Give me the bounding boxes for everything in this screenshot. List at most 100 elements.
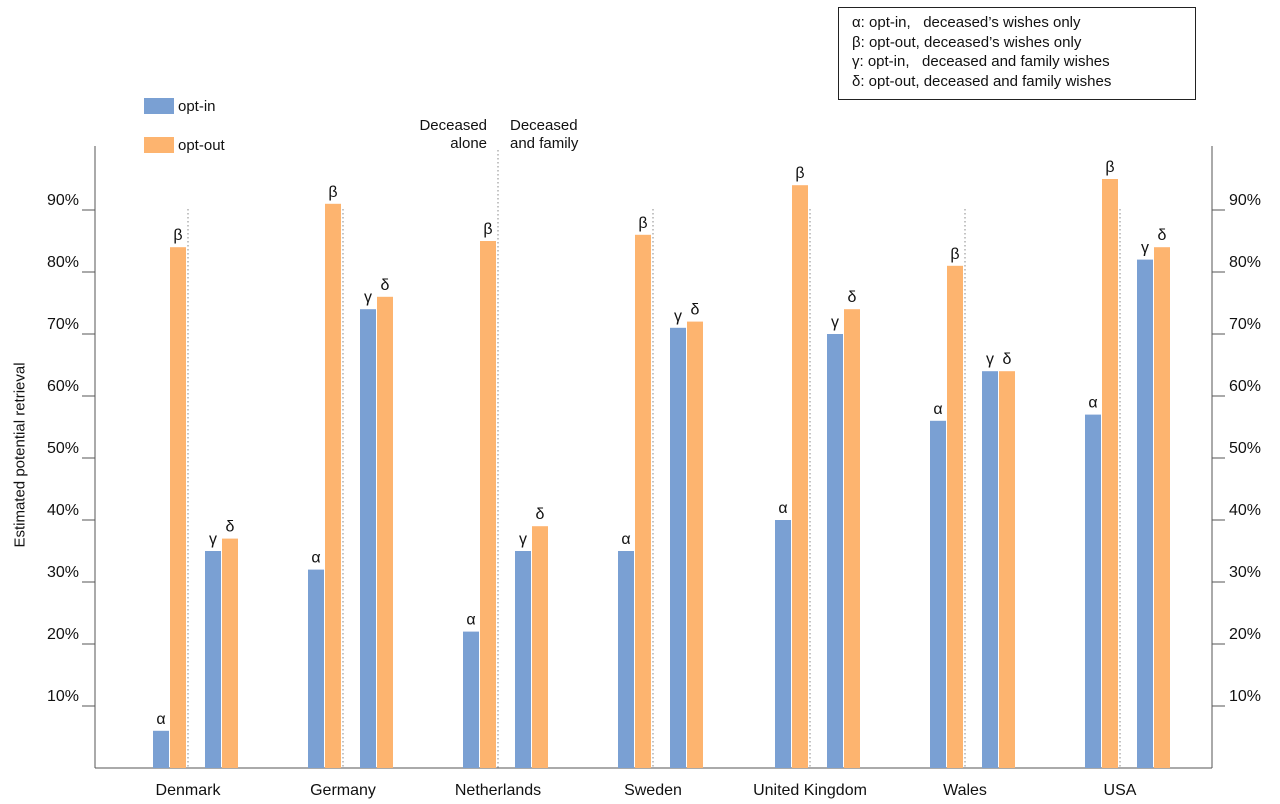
series-legend: opt-in opt-out — [144, 95, 225, 173]
bar-usa-alpha — [1085, 414, 1101, 768]
section-label-deceased-alone: Deceased alone — [405, 117, 487, 153]
bar-wales-gamma — [982, 371, 998, 768]
bar-netherlands-delta — [532, 526, 548, 768]
bar-symbol-label: α — [621, 531, 630, 548]
bar-united-kingdom-alpha — [775, 520, 791, 768]
bar-symbol-label: δ — [691, 302, 700, 319]
legend-label-opt-out: opt-out — [178, 136, 225, 154]
bar-denmark-alpha — [153, 730, 169, 768]
bar-symbol-label: γ — [674, 308, 682, 325]
x-tick-label: Wales — [943, 782, 987, 799]
y-tick-label-right: 60% — [1229, 378, 1261, 395]
bar-symbol-label: γ — [209, 531, 217, 548]
bar-germany-alpha — [308, 569, 324, 768]
y-tick-label-left: 60% — [47, 378, 79, 395]
bar-symbol-label: α — [466, 612, 475, 629]
y-tick-label-right: 20% — [1229, 626, 1261, 643]
bar-symbol-label: α — [778, 500, 787, 517]
bar-united-kingdom-gamma — [827, 334, 843, 768]
y-tick-label-right: 10% — [1229, 688, 1261, 705]
bar-symbol-label: β — [795, 165, 804, 182]
ticks: 10% 10% 20% 20% 30% 30% 40% 40% 50% 50% 60% 60% 70% 7… — [47, 192, 1261, 707]
y-tick-label-left: 40% — [47, 502, 79, 519]
x-tick-label: Netherlands — [455, 782, 541, 799]
y-axis-label: Estimated potential retrieval — [11, 362, 29, 548]
y-tick-label-left: 10% — [47, 688, 79, 705]
symbol-legend: α: opt-in, deceased’s wishes only β: opt… — [838, 7, 1196, 100]
bar-usa-gamma — [1137, 259, 1153, 768]
legend-item-opt-in: opt-in — [144, 95, 225, 117]
bar-wales-delta — [999, 371, 1015, 768]
y-tick-label-right: 80% — [1229, 254, 1261, 271]
x-tick-labels: Denmark Germany Netherlands Sweden United Ki… — [156, 782, 1137, 799]
bar-symbol-label: γ — [364, 289, 372, 306]
bar-symbol-label: β — [1105, 159, 1114, 176]
symbol-legend-alpha: α: opt-in, deceased’s wishes only — [852, 14, 1081, 31]
y-tick-label-left: 20% — [47, 626, 79, 643]
bar-symbol-label: α — [156, 711, 165, 728]
y-tick-label-left: 30% — [47, 564, 79, 581]
y-tick-label-left: 90% — [47, 192, 79, 209]
section-label-deceased-and-family: Deceased and family — [510, 117, 578, 153]
x-tick-label: Sweden — [624, 782, 682, 799]
bar-symbol-label: δ — [1003, 351, 1012, 368]
x-tick-label: Denmark — [156, 782, 222, 799]
bars — [153, 179, 1170, 769]
y-tick-label-left: 50% — [47, 440, 79, 457]
bar-usa-beta — [1102, 179, 1118, 768]
bar-symbol-label: β — [950, 246, 959, 263]
bar-symbol-label: α — [933, 401, 942, 418]
bar-sweden-gamma — [670, 327, 686, 768]
bar-netherlands-alpha — [463, 631, 479, 768]
bar-netherlands-gamma — [515, 551, 531, 768]
bar-sweden-alpha — [618, 551, 634, 768]
x-tick-label: USA — [1104, 782, 1137, 799]
x-tick-label: United Kingdom — [753, 782, 867, 799]
legend-swatch-opt-out — [144, 137, 174, 153]
bar-sweden-beta — [635, 234, 651, 769]
bar-symbol-label: β — [173, 227, 182, 244]
bar-symbol-label: δ — [381, 277, 390, 294]
section-label-deceased-alone-line1: Deceased — [419, 117, 487, 134]
bar-symbol-label: δ — [226, 519, 235, 536]
bar-germany-gamma — [360, 309, 376, 768]
bar-netherlands-beta — [480, 241, 496, 768]
axes — [94, 146, 1213, 769]
legend-label-opt-in: opt-in — [178, 97, 216, 115]
bar-symbol-label: β — [638, 215, 647, 232]
bar-symbol-label: β — [483, 221, 492, 238]
y-tick-label-right: 30% — [1229, 564, 1261, 581]
bar-symbol-label: γ — [986, 351, 994, 368]
bar-sweden-delta — [687, 321, 703, 768]
bar-united-kingdom-delta — [844, 309, 860, 768]
y-tick-label-left: 80% — [47, 254, 79, 271]
y-tick-label-right: 90% — [1229, 192, 1261, 209]
symbol-legend-beta: β: opt-out, deceased’s wishes only — [852, 33, 1082, 51]
bar-symbol-label: γ — [831, 314, 839, 331]
bar-symbol-label: δ — [848, 289, 857, 306]
bar-symbol-label: γ — [1141, 240, 1149, 257]
section-label-deceased-and-family-line1: Deceased — [510, 117, 578, 134]
legend-item-opt-out: opt-out — [144, 134, 225, 156]
bar-denmark-gamma — [205, 551, 221, 768]
bar-symbol-label: α — [1088, 395, 1097, 412]
y-tick-label-right: 50% — [1229, 440, 1261, 457]
legend-swatch-opt-in — [144, 98, 174, 114]
symbol-legend-delta: δ: opt-out, deceased and family wishes — [852, 72, 1112, 90]
bar-united-kingdom-beta — [792, 185, 808, 768]
bar-germany-delta — [377, 296, 393, 768]
section-label-deceased-and-family-line2: and family — [510, 135, 579, 152]
bar-germany-beta — [325, 203, 341, 769]
bar-usa-delta — [1154, 247, 1170, 768]
group-separators — [187, 150, 1121, 768]
y-tick-label-right: 70% — [1229, 316, 1261, 333]
bar-symbol-label: δ — [536, 506, 545, 523]
y-tick-label-right: 40% — [1229, 502, 1261, 519]
bar-symbol-label: γ — [519, 531, 527, 548]
section-label-deceased-alone-line2: alone — [450, 135, 487, 152]
bar-symbol-label: δ — [1158, 227, 1167, 244]
bar-denmark-beta — [170, 247, 186, 768]
bar-wales-alpha — [930, 420, 946, 768]
